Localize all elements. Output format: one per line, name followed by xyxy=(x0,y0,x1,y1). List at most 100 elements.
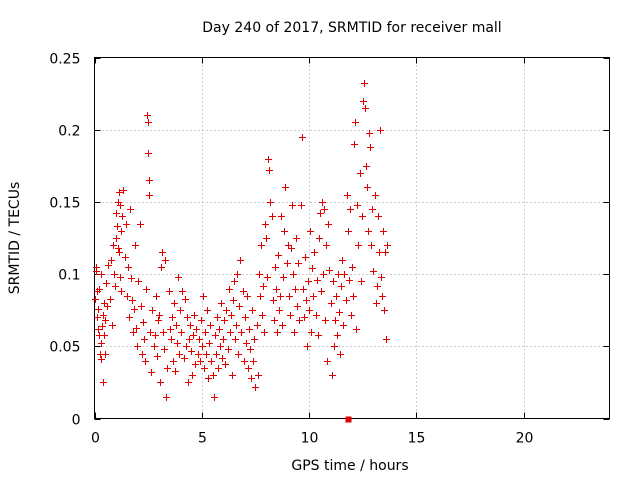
data-point xyxy=(368,242,375,249)
data-point xyxy=(338,283,345,290)
data-point xyxy=(261,329,268,336)
data-point xyxy=(149,307,156,314)
chart-title: Day 240 of 2017, SRMTID for receiver mal… xyxy=(202,20,501,36)
data-point xyxy=(147,329,154,336)
data-point xyxy=(173,322,180,329)
data-point xyxy=(95,306,102,313)
data-point xyxy=(184,314,191,321)
data-point xyxy=(109,322,116,329)
data-point xyxy=(182,296,189,303)
data-point xyxy=(344,192,351,199)
data-point xyxy=(123,221,130,228)
data-point xyxy=(145,150,152,157)
data-point xyxy=(107,296,114,303)
data-point xyxy=(358,278,365,285)
data-point xyxy=(315,332,322,339)
data-point xyxy=(370,268,377,275)
data-point xyxy=(310,293,317,300)
data-point xyxy=(362,105,369,112)
data-point xyxy=(351,141,358,148)
data-point xyxy=(158,264,165,271)
data-point xyxy=(125,264,132,271)
data-point xyxy=(250,358,257,365)
data-point xyxy=(201,365,208,372)
data-point xyxy=(347,206,354,213)
data-point xyxy=(143,286,150,293)
data-point xyxy=(185,379,192,386)
data-point xyxy=(118,228,125,235)
data-point xyxy=(380,228,387,235)
data-point xyxy=(345,228,352,235)
data-point xyxy=(262,221,269,228)
data-point xyxy=(161,346,168,353)
data-point xyxy=(240,288,247,295)
data-point xyxy=(152,332,159,339)
data-point xyxy=(276,307,283,314)
data-point xyxy=(366,130,373,137)
data-point xyxy=(226,286,233,293)
y-axis-label: SRMTID / TECUs xyxy=(7,182,23,295)
data-point xyxy=(129,297,136,304)
data-point xyxy=(210,372,217,379)
data-point xyxy=(146,192,153,199)
data-point xyxy=(117,202,124,209)
data-point xyxy=(244,293,251,300)
data-point xyxy=(374,283,381,290)
data-point xyxy=(326,267,333,274)
data-point xyxy=(213,351,220,358)
data-point xyxy=(202,329,209,336)
data-point xyxy=(304,343,311,350)
data-point xyxy=(316,235,323,242)
data-point xyxy=(120,187,127,194)
x-tick-label: 5 xyxy=(198,431,207,447)
data-point xyxy=(148,369,155,376)
data-point xyxy=(373,300,380,307)
data-point xyxy=(274,329,281,336)
data-point xyxy=(175,274,182,281)
data-point xyxy=(335,271,342,278)
data-point xyxy=(98,356,105,363)
data-point xyxy=(259,312,266,319)
data-point xyxy=(265,156,272,163)
data-point xyxy=(355,242,362,249)
data-point xyxy=(298,202,305,209)
data-point xyxy=(266,167,273,174)
data-point xyxy=(349,264,356,271)
y-tick-label: 0.15 xyxy=(49,196,80,212)
data-point xyxy=(260,283,267,290)
data-point xyxy=(255,372,262,379)
data-point xyxy=(306,307,313,314)
data-point xyxy=(153,293,160,300)
data-point xyxy=(241,358,248,365)
y-tick-label: 0 xyxy=(72,413,81,429)
data-point xyxy=(319,199,326,206)
grid-lines xyxy=(94,57,610,419)
data-point xyxy=(122,254,129,261)
data-point xyxy=(203,351,210,358)
data-point xyxy=(137,221,144,228)
data-point xyxy=(197,358,204,365)
y-tick-label: 0.2 xyxy=(58,124,80,140)
data-point xyxy=(116,189,123,196)
data-point xyxy=(256,271,263,278)
data-point xyxy=(288,245,295,252)
data-point xyxy=(346,277,353,284)
data-point xyxy=(166,288,173,295)
data-point xyxy=(311,249,318,256)
data-point xyxy=(206,340,213,347)
data-point xyxy=(101,332,108,339)
data-point xyxy=(103,280,110,287)
data-point xyxy=(113,210,120,217)
data-point xyxy=(237,257,244,264)
data-point xyxy=(225,346,232,353)
data-point xyxy=(127,206,134,213)
data-point xyxy=(314,277,321,284)
data-point xyxy=(190,332,197,339)
data-point xyxy=(192,361,199,368)
data-point xyxy=(272,264,279,271)
data-point xyxy=(102,317,109,324)
data-point xyxy=(275,252,282,259)
data-point xyxy=(172,368,179,375)
data-point xyxy=(146,177,153,184)
x-axis-label: GPS time / hours xyxy=(291,458,408,474)
